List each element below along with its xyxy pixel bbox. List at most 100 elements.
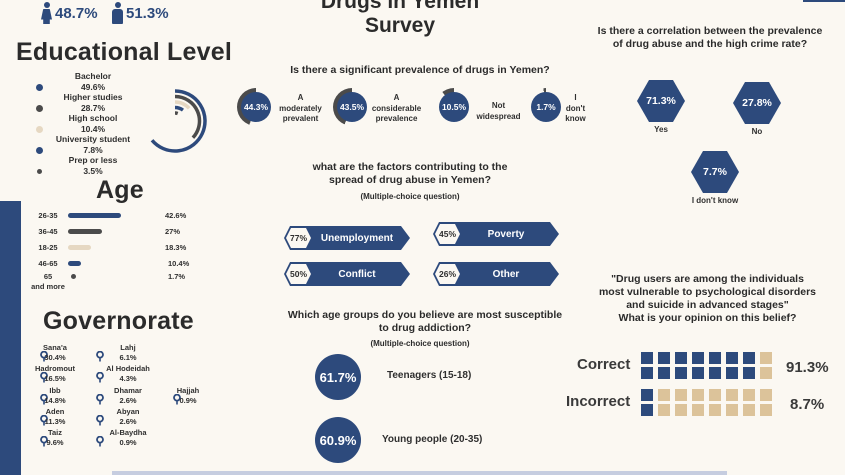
crime-question-line-2: of drug abuse and the high crime rate? [612, 38, 808, 50]
location-pin-icon [96, 413, 104, 426]
factor-label: Other [492, 268, 520, 280]
governorate-item: Al Hodeidah 4.3% [103, 364, 153, 383]
age-bar [68, 245, 91, 250]
education-legend-item: Higher studies 28.7% [48, 92, 138, 113]
education-arc [174, 105, 184, 112]
education-value: 3.5% [83, 165, 103, 176]
prevalence-label-line: A [393, 93, 400, 102]
education-legend-dot [36, 168, 42, 174]
waffle-cell-empty [743, 404, 755, 416]
governorate-item: Lahj 6.1% [103, 343, 153, 362]
crime-hexagon: 7.7% [691, 151, 739, 193]
governorate-name: Ibb [49, 386, 61, 395]
governorate-name: Lahj [120, 343, 136, 352]
waffle-cell-empty [658, 404, 670, 416]
prevalence-question: Is there a significant prevalence of dru… [290, 64, 550, 76]
age-bar [68, 213, 121, 218]
education-value: 49.6% [80, 81, 106, 92]
factor-label: Poverty [487, 228, 525, 240]
page-title: "Drugs in Yemen" Survey [280, 0, 520, 38]
age-groups-question-line-2: to drug addiction? [378, 322, 472, 334]
education-label: Prep or less [68, 155, 118, 165]
waffle-cell-empty [692, 389, 704, 401]
prevalence-circle: 1.7% [531, 92, 561, 122]
governorate-name: Hadromout [35, 364, 75, 373]
education-legend-item: University student 7.8% [48, 134, 138, 155]
waffle-grid [641, 389, 772, 416]
factor-pill: 77% Unemployment [284, 226, 410, 250]
waffle-cell-filled [743, 352, 755, 364]
factor-pill: 45% Poverty [433, 222, 559, 246]
prevalence-circle: 43.5% [337, 92, 367, 122]
governorate-value: 30.4% [44, 352, 66, 362]
age-group-label: Teenagers (15-18) [387, 370, 472, 381]
education-legend-dot [35, 125, 43, 133]
waffle-cell-empty [709, 389, 721, 401]
factor-pill: 26% Other [433, 262, 559, 286]
factor-percentage: 77% [286, 228, 311, 248]
governorate-value: 2.6% [119, 416, 137, 426]
governorate-item: Taiz 9.6% [30, 428, 80, 447]
gender-male: 51.3% [111, 2, 169, 24]
prevalence-label-line: know [565, 114, 586, 123]
crime-label: Yes [654, 125, 668, 134]
education-label: University student [55, 134, 131, 144]
governorate-value: 9.6% [46, 437, 64, 447]
factors-note: (Multiple-choice question) [360, 192, 460, 201]
crime-question-line-1: Is there a correlation between the preva… [597, 25, 823, 37]
governorate-name: Abyan [116, 407, 140, 416]
governorate-name: Dhamar [114, 386, 142, 395]
age-label-line: 46-65 [38, 259, 58, 268]
education-value: 10.4% [80, 123, 106, 134]
governorate-item: Abyan 2.6% [103, 407, 153, 426]
education-legend-item: Prep or less 3.5% [48, 155, 138, 176]
location-pin-icon [40, 392, 48, 405]
education-label: Bachelor [74, 71, 112, 81]
factor-percentage: 26% [435, 264, 460, 284]
education-legend-item: Bachelor 49.6% [48, 71, 138, 92]
waffle-cell-empty [692, 404, 704, 416]
bottom-strip [112, 471, 727, 475]
waffle-cell-empty [709, 404, 721, 416]
governorate-name: Sana'a [43, 343, 67, 352]
factor-percentage: 45% [435, 224, 460, 244]
waffle-cell-empty [760, 352, 772, 364]
waffle-cell-empty [675, 389, 687, 401]
crime-label: I don't know [691, 196, 739, 205]
prevalence-label-line: I [574, 93, 577, 102]
factor-label: Unemployment [320, 232, 394, 244]
waffle-cell-filled [641, 367, 653, 379]
factor-label: Conflict [338, 268, 376, 280]
waffle-cell-filled [726, 352, 738, 364]
waffle-cell-filled [709, 367, 721, 379]
location-pin-icon [40, 434, 48, 447]
governorate-item: Hajjah 0.9% [163, 386, 213, 405]
education-legend-item: High school 10.4% [48, 113, 138, 134]
age-value: 10.4% [168, 259, 190, 268]
age-label-line: 18-25 [38, 243, 58, 252]
age-group-circle: 61.7% [315, 354, 361, 400]
title-line-1: "Drugs in Yemen" [310, 0, 490, 13]
governorate-name: Al Hodeidah [106, 364, 150, 373]
waffle-cell-filled [658, 352, 670, 364]
prevalence-circle: 10.5% [439, 92, 469, 122]
governorate-value: 6.1% [119, 352, 137, 362]
waffle-cell-empty [760, 404, 772, 416]
education-radial-chart [150, 89, 207, 153]
governorate-item: Sana'a 30.4% [30, 343, 80, 362]
prevalence-label: Not widespread [471, 101, 526, 122]
belief-line-4: What is your opinion on this belief? [618, 312, 797, 324]
prevalence-label-line: Not [491, 101, 506, 110]
education-arc [150, 89, 207, 153]
waffle-value: 8.7% [790, 396, 825, 413]
waffle-cell-filled [743, 367, 755, 379]
governorate-name: Hajjah [176, 386, 200, 395]
waffle-cell-filled [675, 352, 687, 364]
belief-line-3: and suicide in advanced stages" [626, 299, 789, 311]
waffle-cell-empty [658, 389, 670, 401]
prevalence-label-line: don't [565, 103, 586, 113]
factors-question-line-1: what are the factors contributing to the [312, 161, 508, 173]
age-value: 42.6% [165, 211, 187, 220]
location-pin-icon [96, 434, 104, 447]
age-heading: Age [96, 176, 144, 204]
